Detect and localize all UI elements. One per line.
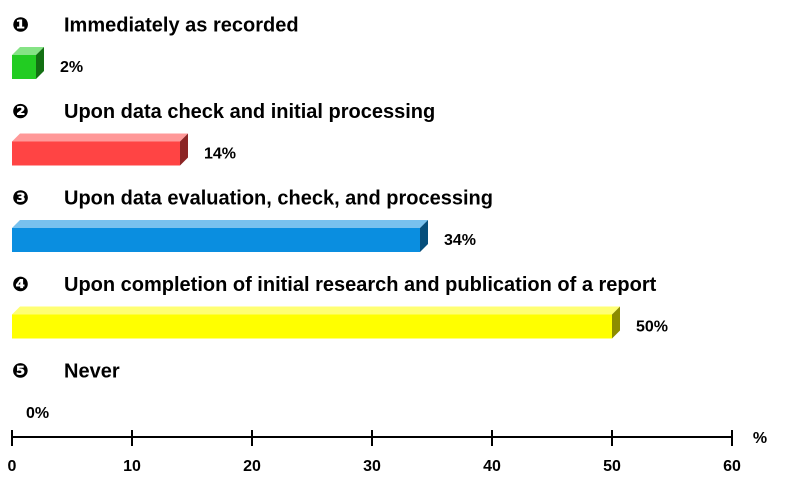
x-tick-label: 20	[243, 458, 261, 475]
x-tick-label: 60	[723, 458, 741, 475]
category-marker: ❹	[12, 272, 29, 296]
bar-top	[12, 47, 44, 55]
x-tick-label: 50	[603, 458, 621, 475]
bar	[12, 141, 180, 166]
bar	[12, 228, 420, 252]
x-tick-label: 10	[123, 458, 141, 475]
x-tick-label: 40	[483, 458, 501, 475]
bar-top	[12, 306, 620, 315]
bar-side	[612, 306, 620, 339]
value-label: 50%	[636, 319, 668, 336]
category-marker: ❺	[12, 359, 29, 383]
bar-top	[12, 133, 188, 142]
bar	[12, 314, 612, 339]
category-label: Never	[64, 360, 120, 382]
category-label: Immediately as recorded	[64, 14, 299, 36]
value-label: 0%	[26, 405, 49, 422]
category-marker: ❶	[12, 13, 29, 37]
category-marker: ❷	[12, 99, 29, 123]
value-label: 14%	[204, 146, 236, 163]
bar-top	[12, 220, 428, 228]
value-label: 2%	[60, 59, 83, 76]
category-label: Upon data check and initial processing	[64, 101, 435, 123]
x-tick-label: 0	[8, 458, 17, 475]
value-label: 34%	[444, 232, 476, 249]
bar-side	[180, 133, 188, 166]
category-label: Upon completion of initial research and …	[64, 274, 657, 296]
category-marker: ❸	[12, 186, 29, 210]
bar-side	[420, 220, 428, 252]
bar-side	[36, 47, 44, 79]
category-label: Upon data evaluation, check, and process…	[64, 187, 493, 209]
x-axis-label: %	[753, 430, 767, 447]
x-tick-label: 30	[363, 458, 381, 475]
bar	[12, 55, 36, 79]
